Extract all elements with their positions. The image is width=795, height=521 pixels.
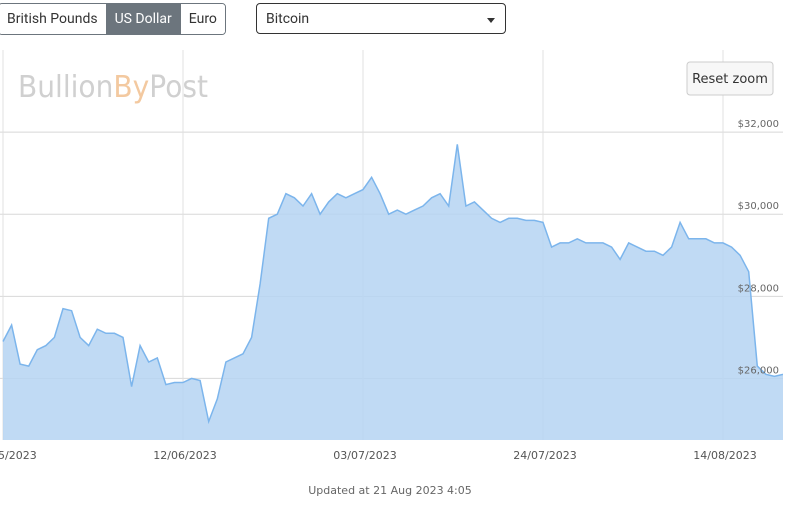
reset-button[interactable]: Reset zoom	[686, 61, 774, 96]
metal-select-text: Bitcoin	[266, 11, 310, 27]
x-tick-label: 24/07/2023	[513, 449, 576, 462]
currency-button[interactable]: Euro	[180, 4, 225, 34]
x-tick-label: 03/07/2023	[333, 449, 396, 462]
y-tick-label: $30,000	[738, 201, 779, 212]
reset-button-text: Reset zoom	[692, 72, 768, 87]
area-fill	[3, 144, 783, 440]
x-tick-label: 12/06/2023	[153, 449, 216, 462]
y-tick-label: $28,000	[738, 283, 779, 294]
price-line	[2, 144, 783, 425]
watermark-part: Bullion	[18, 70, 113, 105]
watermark-part: By	[113, 70, 149, 105]
currency-button[interactable]: British Pounds	[0, 4, 107, 34]
footer-text: Updated at 21 Aug 2023 4:05	[308, 484, 472, 497]
metal-select[interactable]: Bitcoin	[256, 3, 506, 34]
y-tick-label: $32,000	[738, 119, 779, 130]
reset-button-bg	[686, 61, 774, 96]
x-tick-label: 14/08/2023	[693, 449, 756, 462]
y-tick-label: $26,000	[738, 365, 779, 376]
watermark: BullionByPost	[18, 70, 208, 105]
currency-group: British Pounds US Dollar Euro	[0, 3, 226, 35]
x-tick-label: 22/05/2023	[0, 449, 37, 462]
currency-button[interactable]: US Dollar	[106, 4, 181, 34]
watermark-part: Post	[149, 70, 208, 105]
